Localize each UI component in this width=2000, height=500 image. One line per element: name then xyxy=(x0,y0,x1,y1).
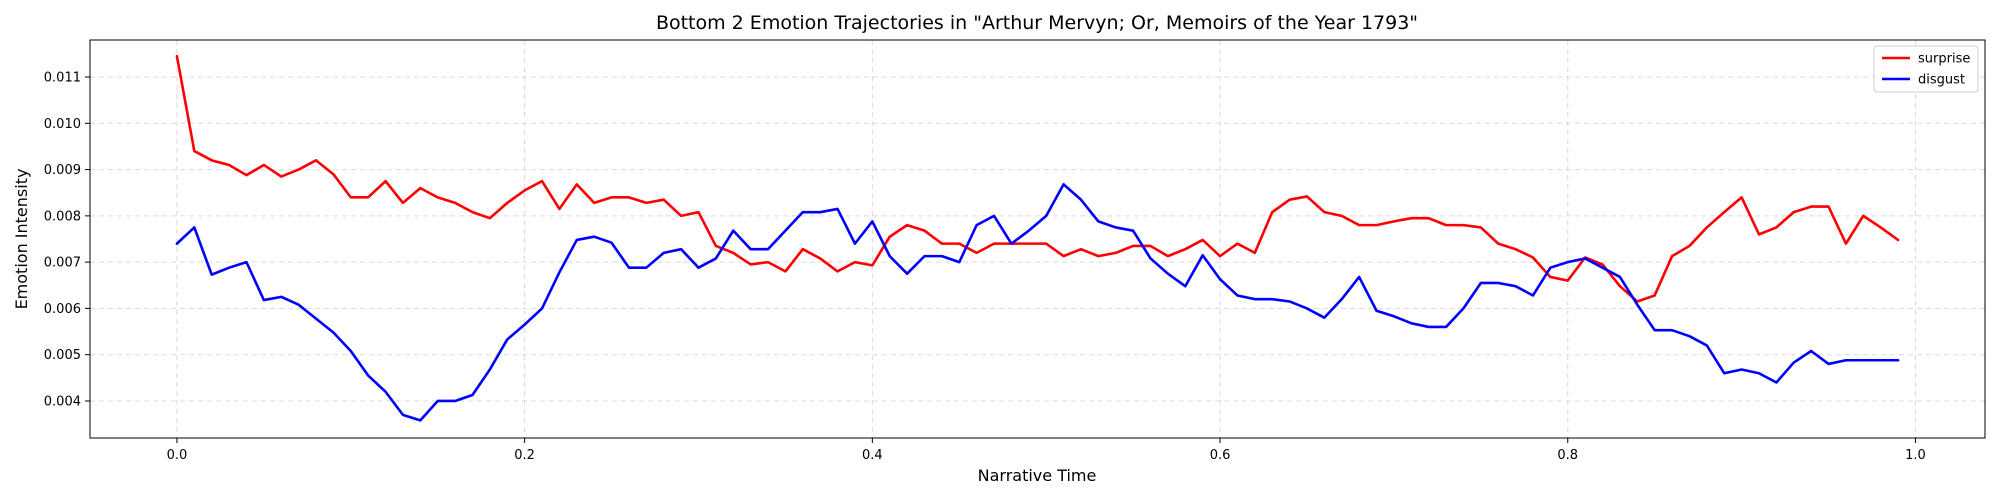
x-tick-label: 0.6 xyxy=(1210,448,1231,463)
y-axis: 0.004 0.005 0.006 0.007 0.008 0.009 0.010 0.011 xyxy=(44,71,90,409)
y-tick-label: 0.010 xyxy=(44,117,81,132)
x-tick-label: 0.8 xyxy=(1557,448,1578,463)
y-tick-label: 0.004 xyxy=(44,394,81,409)
x-axis: 0.0 0.2 0.4 0.6 0.8 1.0 xyxy=(167,438,1926,463)
series-line-surprise xyxy=(175,54,1900,303)
x-axis-title: Narrative Time xyxy=(978,466,1097,485)
x-tick-label: 1.0 xyxy=(1905,448,1926,463)
y-tick-label: 0.006 xyxy=(44,302,81,317)
y-tick-label: 0.007 xyxy=(44,256,81,271)
plot-area-frame xyxy=(89,39,1986,439)
gridlines xyxy=(90,40,1985,438)
legend-label-surprise: surprise xyxy=(1918,52,1970,67)
x-tick-label: 0.4 xyxy=(862,448,883,463)
x-tick-label: 0.2 xyxy=(514,448,535,463)
y-tick-label: 0.009 xyxy=(44,163,81,178)
y-tick-label: 0.008 xyxy=(44,209,81,224)
y-tick-label: 0.005 xyxy=(44,348,81,363)
legend: surprise disgust xyxy=(1873,45,1979,93)
chart-title: Bottom 2 Emotion Trajectories in "Arthur… xyxy=(656,12,1418,34)
y-axis-title: Emotion Intensity xyxy=(12,169,31,310)
series-line-disgust xyxy=(175,183,1900,422)
series-lines xyxy=(175,54,1900,422)
y-tick-label: 0.011 xyxy=(44,71,81,86)
x-tick-label: 0.0 xyxy=(167,448,188,463)
legend-label-disgust: disgust xyxy=(1918,73,1965,88)
